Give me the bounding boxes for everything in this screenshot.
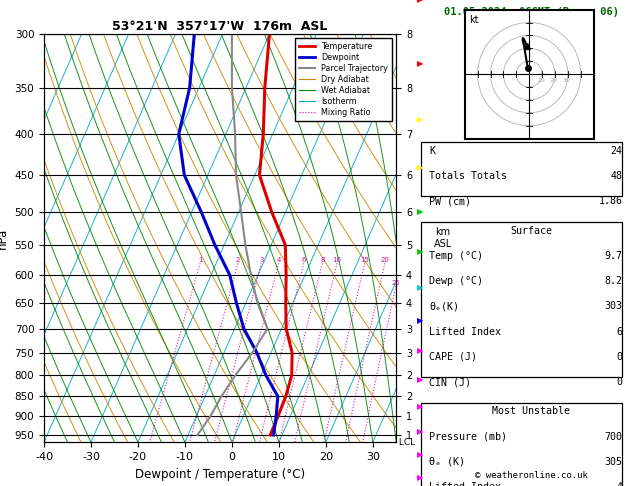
Text: ▶: ▶	[418, 347, 424, 355]
Bar	[421, 402, 623, 486]
Text: 20: 20	[381, 258, 389, 263]
Text: ▶: ▶	[418, 0, 424, 4]
Text: 8.2: 8.2	[604, 276, 623, 286]
Text: 6: 6	[301, 258, 306, 263]
Text: 0: 0	[616, 377, 623, 387]
Text: Lifted Index: Lifted Index	[430, 327, 501, 337]
Text: 0: 0	[616, 352, 623, 362]
Text: ▶: ▶	[418, 115, 424, 123]
Text: Surface: Surface	[510, 226, 552, 236]
X-axis label: Dewpoint / Temperature (°C): Dewpoint / Temperature (°C)	[135, 468, 305, 481]
Text: 24: 24	[611, 146, 623, 156]
Text: Temp (°C): Temp (°C)	[430, 251, 483, 261]
Text: ▶: ▶	[418, 163, 424, 173]
Legend: Temperature, Dewpoint, Parcel Trajectory, Dry Adiabat, Wet Adiabat, Isotherm, Mi: Temperature, Dewpoint, Parcel Trajectory…	[295, 38, 392, 121]
Bar	[421, 222, 623, 377]
Text: Lifted Index: Lifted Index	[430, 482, 501, 486]
Text: 305: 305	[604, 457, 623, 467]
Text: 1: 1	[198, 258, 203, 263]
Text: K: K	[430, 146, 435, 156]
Text: 4: 4	[276, 258, 281, 263]
Text: ▶: ▶	[418, 59, 424, 69]
Text: 25: 25	[391, 280, 400, 286]
Text: 15: 15	[360, 258, 369, 263]
Text: ▶: ▶	[418, 375, 424, 384]
Text: 48: 48	[611, 171, 623, 181]
Text: ▶: ▶	[418, 282, 424, 292]
Text: Pressure (mb): Pressure (mb)	[430, 432, 508, 442]
Text: 4: 4	[616, 482, 623, 486]
Y-axis label: hPa: hPa	[0, 227, 9, 249]
Y-axis label: km
ASL: km ASL	[433, 227, 452, 249]
Text: 6: 6	[616, 327, 623, 337]
Title: 53°21'N  357°17'W  176m  ASL: 53°21'N 357°17'W 176m ASL	[113, 20, 328, 33]
Text: 2: 2	[236, 258, 240, 263]
Text: 1.86: 1.86	[598, 196, 623, 207]
Text: ▶: ▶	[418, 427, 424, 436]
Text: ▶: ▶	[418, 207, 424, 216]
Text: 10: 10	[333, 258, 342, 263]
Text: 8: 8	[320, 258, 325, 263]
Bar	[421, 142, 623, 196]
Text: θₑ(K): θₑ(K)	[430, 301, 459, 312]
Text: 9.7: 9.7	[604, 251, 623, 261]
Text: Totals Totals: Totals Totals	[430, 171, 508, 181]
Text: ▶: ▶	[418, 451, 424, 459]
Text: ▶: ▶	[418, 473, 424, 482]
Text: PW (cm): PW (cm)	[430, 196, 471, 207]
Text: © weatheronline.co.uk: © weatheronline.co.uk	[475, 471, 587, 480]
Text: ▶: ▶	[418, 402, 424, 411]
Text: LCL: LCL	[396, 438, 415, 447]
Text: CAPE (J): CAPE (J)	[430, 352, 477, 362]
Text: ▶: ▶	[418, 316, 424, 325]
Text: θₑ (K): θₑ (K)	[430, 457, 465, 467]
Text: CIN (J): CIN (J)	[430, 377, 471, 387]
Text: 01.05.2024  06GMT (Base: 06): 01.05.2024 06GMT (Base: 06)	[444, 7, 619, 17]
Text: Most Unstable: Most Unstable	[493, 406, 571, 417]
Text: ▶: ▶	[418, 246, 424, 256]
Text: Dewp (°C): Dewp (°C)	[430, 276, 483, 286]
Text: 700: 700	[604, 432, 623, 442]
Text: 3: 3	[259, 258, 264, 263]
Text: 303: 303	[604, 301, 623, 312]
